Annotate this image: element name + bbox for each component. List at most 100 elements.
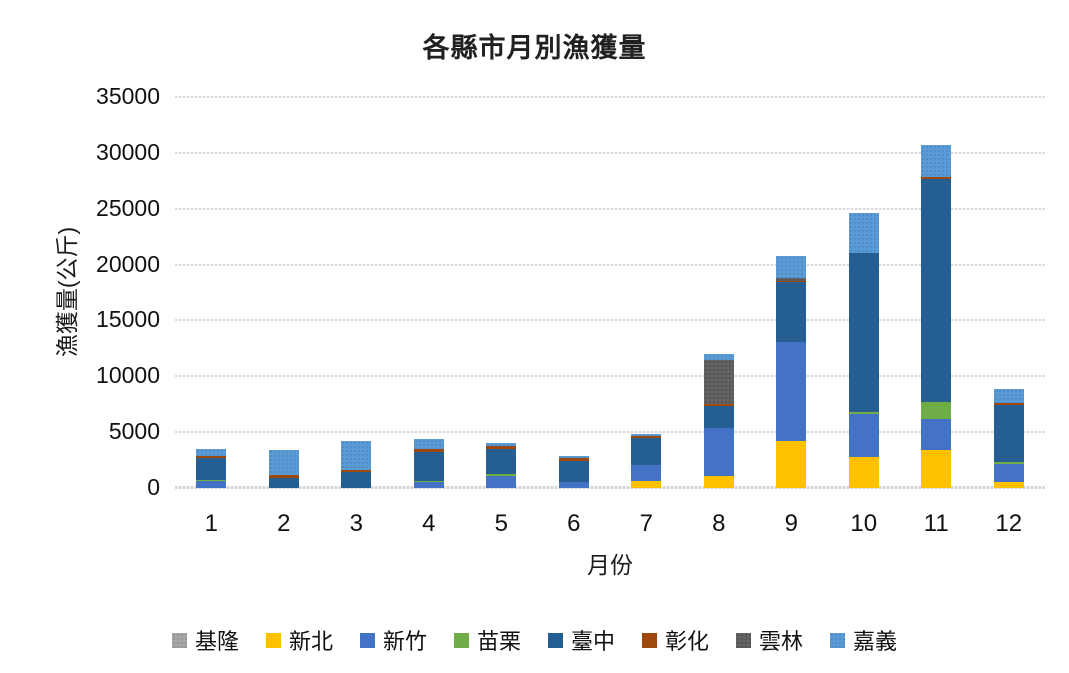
- bar-month-5: [486, 443, 517, 488]
- chart-title: 各縣市月別漁獲量: [422, 33, 647, 63]
- segment-臺中-month-10: [848, 252, 879, 412]
- gridline: [175, 151, 1045, 154]
- segment-新竹-month-1: [196, 481, 227, 488]
- gridline: [175, 431, 1045, 434]
- segment-彰化-month-9: [776, 281, 807, 283]
- bar-month-3: [341, 440, 372, 488]
- legend-item-基隆: 基隆: [171, 624, 239, 656]
- segment-臺中-month-12: [993, 405, 1024, 463]
- segment-苗栗-month-11: [921, 402, 952, 419]
- legend: 基隆 新北 新竹 苗栗 臺中 彰化 雲林 嘉義: [0, 624, 1069, 656]
- legend-item-雲林: 雲林: [736, 624, 803, 656]
- y-tick-label: 0: [147, 474, 160, 500]
- segment-新北-month-12: [993, 481, 1024, 488]
- legend-item-彰化: 彰化: [642, 624, 709, 656]
- segment-嘉義-month-6: [558, 456, 589, 458]
- legend-swatch-icon: [736, 632, 752, 648]
- legend-item-新北: 新北: [265, 624, 333, 656]
- segment-苗栗-month-1: [196, 479, 227, 482]
- x-tick-label: 11: [923, 510, 949, 537]
- segment-臺中-month-3: [341, 472, 372, 488]
- segment-新北-month-9: [776, 441, 807, 488]
- legend-swatch-icon: [642, 632, 658, 648]
- x-tick-label: 10: [850, 510, 878, 537]
- segment-臺中-month-8: [703, 406, 734, 428]
- segment-臺中-month-11: [921, 178, 952, 403]
- segment-嘉義-month-9: [776, 255, 807, 279]
- segment-雲林-month-8: [703, 360, 734, 404]
- segment-彰化-month-11: [921, 176, 952, 179]
- x-tick-label: 12: [995, 510, 1023, 537]
- segment-新竹-month-12: [993, 464, 1024, 482]
- segment-新竹-month-6: [558, 481, 589, 488]
- y-tick-label: 25000: [96, 194, 160, 221]
- segment-嘉義-month-1: [196, 448, 227, 456]
- y-tick-label: 5000: [108, 418, 160, 445]
- bar-month-6: [558, 456, 589, 488]
- x-tick-label: 4: [422, 510, 436, 537]
- gridline: [175, 263, 1045, 266]
- legend-label: 新竹: [382, 629, 427, 654]
- segment-新北-month-7: [631, 480, 662, 488]
- segment-苗栗-month-10: [848, 411, 879, 415]
- segment-嘉義-month-5: [486, 443, 517, 446]
- bar-month-10: [848, 212, 879, 488]
- segment-嘉義-month-8: [703, 353, 734, 361]
- segment-嘉義-month-12: [993, 388, 1024, 404]
- segment-臺中-month-6: [558, 460, 589, 482]
- segment-彰化-month-3: [341, 469, 372, 473]
- legend-label: 彰化: [665, 629, 710, 654]
- legend-label: 苗栗: [476, 629, 521, 654]
- legend-swatch-icon: [453, 632, 469, 648]
- x-tick-label: 1: [204, 510, 218, 537]
- segment-臺中-month-1: [196, 457, 227, 480]
- gridline: [175, 319, 1045, 322]
- legend-label: 雲林: [759, 629, 804, 654]
- segment-臺中-month-4: [413, 451, 444, 481]
- segment-彰化-month-1: [196, 455, 227, 458]
- gridline: [175, 375, 1045, 378]
- legend-item-臺中: 臺中: [548, 624, 615, 656]
- legend-label: 基隆: [194, 629, 239, 654]
- legend-label: 臺中: [571, 629, 616, 654]
- y-tick-label: 15000: [96, 306, 160, 333]
- x-tick-label: 3: [349, 510, 363, 537]
- legend-swatch-icon: [171, 632, 187, 648]
- y-tick-label: 30000: [96, 138, 160, 165]
- segment-彰化-month-4: [413, 448, 444, 452]
- segment-臺中-month-2: [268, 477, 299, 488]
- gridline: [175, 207, 1045, 210]
- legend-swatch-icon: [265, 632, 281, 648]
- segment-彰化-month-6: [558, 457, 589, 461]
- segment-新北-month-11: [921, 450, 952, 488]
- segment-嘉義-month-7: [631, 434, 662, 437]
- bar-month-8: [703, 353, 734, 488]
- segment-彰化-month-8: [703, 403, 734, 407]
- legend-swatch-icon: [359, 632, 375, 648]
- x-tick-label: 2: [277, 510, 291, 537]
- bar-month-12: [993, 388, 1024, 488]
- segment-新竹-month-10: [848, 414, 879, 457]
- x-tick-label: 6: [567, 510, 581, 537]
- x-axis-title: 月份: [587, 552, 633, 578]
- gridline: [175, 96, 1045, 98]
- bar-month-9: [776, 255, 807, 488]
- legend-label: 新北: [288, 629, 333, 654]
- legend-label: 嘉義: [853, 629, 898, 654]
- x-tick-label: 8: [712, 510, 726, 537]
- bar-month-11: [921, 144, 952, 488]
- segment-新竹-month-11: [921, 418, 952, 451]
- y-tick-label: 20000: [96, 250, 160, 277]
- segment-臺中-month-9: [776, 282, 807, 342]
- segment-苗栗-month-4: [413, 480, 444, 483]
- y-tick-label: 10000: [96, 362, 160, 389]
- segment-臺中-month-5: [486, 449, 517, 475]
- segment-嘉義-month-10: [848, 212, 879, 253]
- legend-swatch-icon: [830, 632, 846, 648]
- legend-item-新竹: 新竹: [359, 624, 427, 656]
- segment-苗栗-month-5: [486, 474, 517, 476]
- segment-嘉義-month-4: [413, 438, 444, 449]
- segment-新北-month-8: [703, 475, 734, 488]
- segment-嘉義-month-11: [921, 144, 952, 177]
- legend-item-苗栗: 苗栗: [453, 624, 521, 656]
